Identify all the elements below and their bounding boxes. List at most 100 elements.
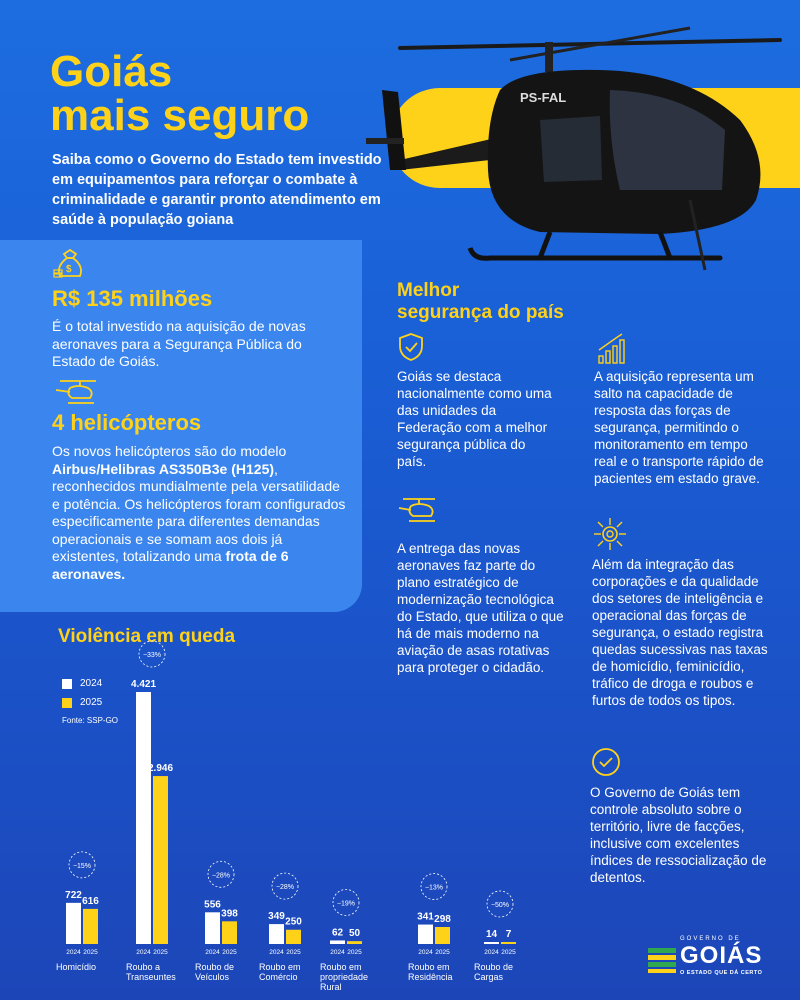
- value-label-2024-4: 62: [332, 927, 344, 938]
- bar-2024-1: [136, 692, 151, 944]
- security-item-1: Goiás se destaca nacionalmente como uma …: [397, 369, 552, 469]
- growth-chart-icon: [598, 333, 625, 364]
- year-label-2024-2: 2024: [205, 949, 220, 956]
- year-label-2024-1: 2024: [136, 949, 151, 956]
- bar-2025-5: [435, 927, 450, 944]
- value-label-2025-0: 616: [82, 896, 99, 907]
- chart-source: Fonte: SSP-GO: [62, 716, 119, 725]
- change-badge-2: [207, 860, 235, 888]
- legend-2024: 2024: [62, 678, 102, 689]
- change-label-1: −33%: [143, 652, 161, 659]
- chart-title: Violência em queda: [58, 626, 236, 647]
- check-circle-icon: [592, 748, 620, 776]
- year-label-2024-5: 2024: [418, 949, 433, 956]
- year-label-2025-2: 2025: [222, 949, 237, 956]
- helicopter-image: PS-FAL: [366, 26, 782, 271]
- change-badge-3: [271, 872, 299, 900]
- category-label-1-1: Transeuntes: [126, 972, 176, 982]
- bar-2025-3: [286, 929, 301, 944]
- security-title-line-2: segurança do país: [397, 302, 564, 323]
- year-label-2025-6: 2025: [501, 949, 516, 956]
- value-label-2025-6: 7: [506, 929, 512, 940]
- value-label-2025-2: 398: [221, 908, 238, 919]
- security-item-3: A entrega das novas aeronaves faz parte …: [397, 541, 564, 675]
- title-line-1: Goiás: [50, 47, 173, 96]
- category-label-0-0: Homicídio: [56, 962, 96, 972]
- bar-chart: 722 2024 616 2025 −15% Homicídio 4.421 2024 2.94…: [56, 640, 516, 992]
- page-subtitle: Saiba como o Governo do Estado tem inves…: [52, 152, 382, 228]
- value-label-2024-0: 722: [65, 890, 82, 901]
- helicopters-fleet: frota de 6 aeronaves.: [52, 548, 289, 582]
- value-label-2024-2: 556: [204, 899, 221, 910]
- legend-label-2024: 2024: [80, 678, 103, 689]
- bar-2025-4: [347, 941, 362, 944]
- change-badge-0: [68, 851, 96, 879]
- title-line-2: mais seguro: [50, 91, 310, 140]
- change-label-6: −50%: [491, 902, 509, 909]
- category-label-6-1: Cargas: [474, 972, 504, 982]
- security-item-2: A aquisição representa um salto na capac…: [594, 369, 764, 486]
- governo-goias-logo: GOVERNO DE GOIÁS O ESTADO QUE DÁ CERTO: [648, 936, 778, 986]
- year-label-2025-3: 2025: [286, 949, 301, 956]
- change-badge-4: [332, 889, 360, 916]
- value-label-2024-5: 341: [417, 912, 434, 923]
- helicopters-model: Airbus/Helibras AS350B3e (H125): [52, 460, 275, 477]
- security-item-4: Além da integração das corporações e da …: [592, 557, 768, 708]
- security-section-title: Melhor segurança do país: [397, 280, 564, 324]
- category-label-3-1: Comércio: [259, 972, 298, 982]
- bar-2025-6: [501, 942, 516, 944]
- year-label-2025-0: 2025: [83, 949, 98, 956]
- helicopters-text-part2: , reconhecidos mundialmente pela versati…: [52, 460, 346, 565]
- logo-sub-text: O ESTADO QUE DÁ CERTO: [680, 970, 763, 976]
- year-label-2025-4: 2025: [347, 949, 362, 956]
- shield-check-icon: [399, 333, 423, 361]
- helicopter-small-icon: [398, 498, 435, 522]
- value-label-2024-1: 4.421: [131, 679, 156, 690]
- category-label-5-0: Roubo em: [408, 962, 450, 972]
- money-bag-icon: $: [53, 248, 82, 278]
- left-info-panel: [0, 240, 362, 612]
- change-label-2: −28%: [212, 872, 230, 879]
- category-label-4-0: Roubo em: [320, 962, 362, 972]
- bar-2024-0: [66, 902, 81, 944]
- legend-swatch-2024: [62, 678, 72, 689]
- change-badge-1: [138, 640, 166, 668]
- legend-label-2025: 2025: [80, 697, 103, 708]
- security-title-line-1: Melhor: [397, 280, 460, 301]
- legend-2025: 2025: [62, 697, 102, 708]
- integration-gear-icon: [594, 518, 626, 550]
- svg-text:$: $: [66, 264, 72, 275]
- page-title: Goiás mais seguro: [50, 50, 370, 138]
- change-label-3: −28%: [276, 884, 294, 891]
- category-label-5-1: Residência: [408, 972, 453, 982]
- value-label-2025-4: 50: [349, 928, 361, 939]
- bar-2025-0: [83, 908, 98, 944]
- change-label-4: −19%: [337, 900, 355, 907]
- year-label-2024-6: 2024: [484, 949, 499, 956]
- category-label-2-0: Roubo de: [195, 962, 234, 972]
- helicopter-registration: PS-FAL: [520, 90, 566, 105]
- year-label-2024-3: 2024: [269, 949, 284, 956]
- helicopter-icon: [55, 380, 96, 404]
- logo-top-text: GOVERNO DE: [680, 936, 741, 942]
- bar-2024-4: [330, 940, 345, 944]
- legend-swatch-2025: [62, 697, 72, 708]
- investment-value: R$ 135 milhões: [52, 286, 213, 311]
- change-label-0: −15%: [73, 863, 91, 870]
- helicopters-text-part1: Os novos helicópteros são do modelo: [52, 443, 287, 459]
- bar-2024-6: [484, 942, 499, 944]
- helicopters-text: Os novos helicópteros são do modelo Airb…: [52, 443, 347, 583]
- helicopters-title: 4 helicópteros: [52, 410, 202, 435]
- security-item-5: O Governo de Goiás tem controle absoluto…: [590, 785, 767, 885]
- category-label-2-1: Veículos: [195, 972, 230, 982]
- category-label-1-0: Roubo a: [126, 962, 160, 972]
- value-label-2024-6: 14: [486, 929, 498, 940]
- value-label-2024-3: 349: [268, 911, 285, 922]
- bar-2024-5: [418, 924, 433, 944]
- investment-text: É o total investido na aquisição de nova…: [52, 318, 306, 369]
- category-label-6-0: Roubo de: [474, 962, 513, 972]
- value-label-2025-5: 298: [434, 914, 451, 925]
- bar-2025-2: [222, 921, 237, 944]
- bar-2024-3: [269, 924, 284, 944]
- change-badge-5: [420, 873, 448, 900]
